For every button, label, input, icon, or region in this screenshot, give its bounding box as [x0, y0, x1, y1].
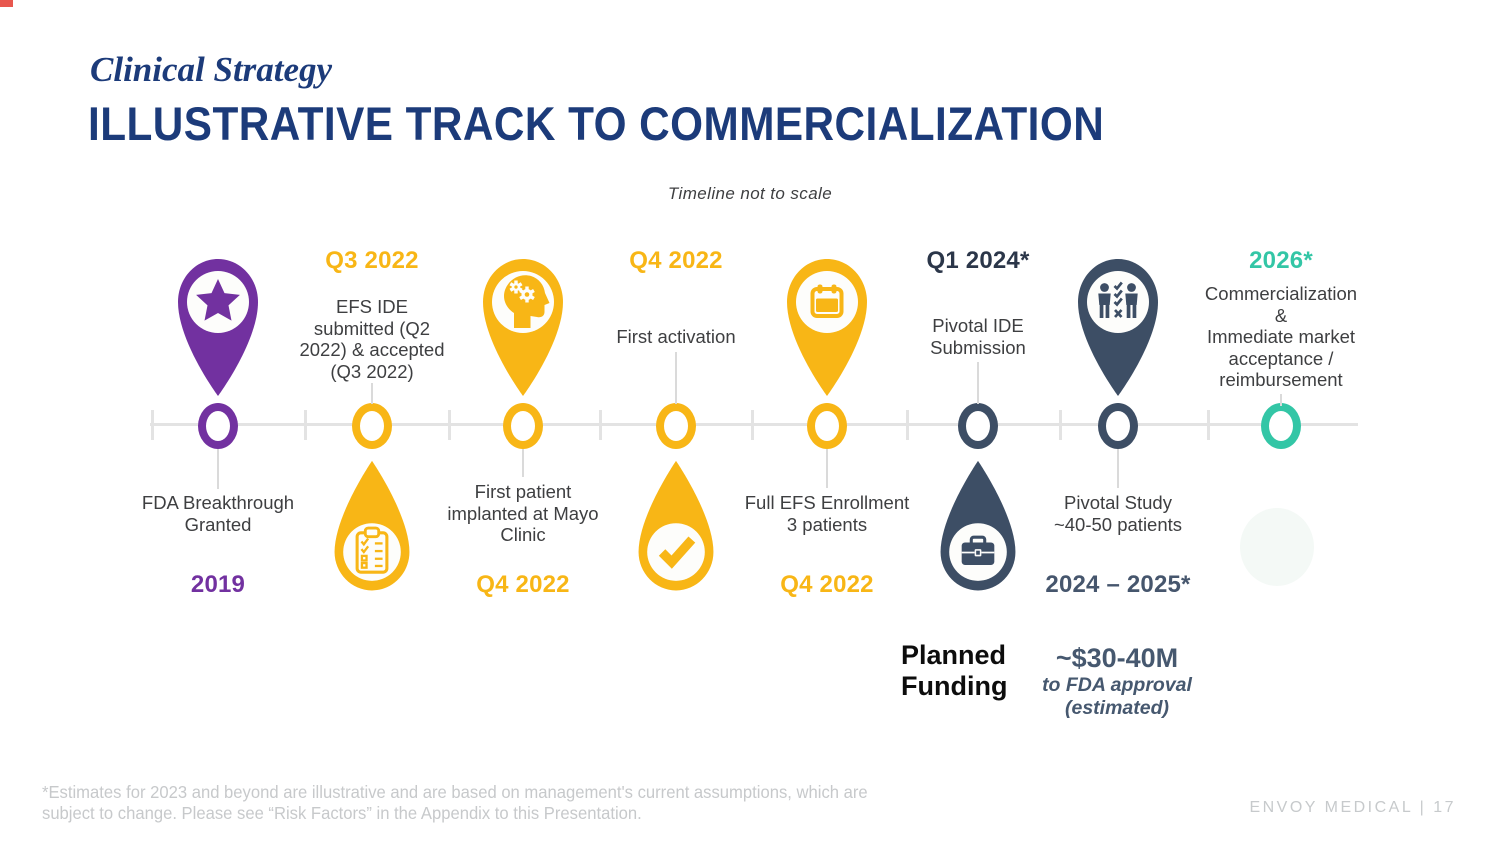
timeline-connector [977, 362, 979, 404]
timeline-connector [826, 449, 828, 488]
timeline-axis [150, 423, 1358, 426]
timeline-scale-note: Timeline not to scale [667, 184, 833, 203]
timeline-connector [217, 449, 219, 489]
timeline-node [1261, 403, 1301, 449]
planned-funding-label: Planned Funding [901, 640, 1008, 701]
milestone-desc: First patient implanted at Mayo Clinic [447, 481, 599, 545]
footer-page-label: ENVOY MEDICAL | 17 [1249, 799, 1456, 816]
milestone-date: Q4 2022 [780, 571, 874, 598]
timeline-node [958, 403, 998, 449]
milestone-desc: Pivotal IDE Submission [930, 315, 1026, 358]
timeline-tick [750, 410, 754, 440]
checkmark-icon [638, 460, 714, 591]
timeline-tick [1058, 410, 1062, 440]
timeline-node [198, 403, 238, 449]
watermark-circle [1240, 508, 1314, 586]
slide-eyebrow: Clinical Strategy [90, 50, 333, 89]
milestone-desc: Commercialization & Immediate market acc… [1204, 283, 1358, 390]
timeline-node [503, 403, 543, 449]
briefcase-icon [940, 460, 1016, 591]
timeline-connector [1280, 394, 1282, 406]
timeline-tick [1206, 410, 1210, 440]
milestone-desc: EFS IDE submitted (Q2 2022) & accepted (… [299, 296, 445, 382]
milestone-desc: Full EFS Enrollment 3 patients [744, 492, 910, 535]
milestone-date: Q1 2024* [926, 247, 1030, 274]
timeline-tick [303, 410, 307, 440]
milestone-date: 2024 – 2025* [1045, 571, 1191, 598]
milestone-date: 2019 [190, 571, 246, 598]
funding-amount: ~$30-40M [1055, 643, 1179, 673]
funding-note: to FDA approval (estimated) [1042, 674, 1192, 719]
teardrop-marker [324, 455, 420, 603]
timeline-tick [447, 410, 451, 440]
milestone-date: 2026* [1249, 247, 1313, 274]
milestone-desc: First activation [616, 326, 736, 347]
timeline-node [352, 403, 392, 449]
disclaimer-footnote: *Estimates for 2023 and beyond are illus… [42, 782, 868, 823]
timeline-tick [598, 410, 602, 440]
teardrop-marker [930, 455, 1026, 603]
people-checks-icon [1078, 259, 1158, 396]
milestone-date: Q4 2022 [629, 247, 723, 274]
map-pin-marker [471, 250, 575, 398]
timeline-connector [371, 383, 373, 404]
milestone-date: Q3 2022 [325, 247, 419, 274]
clipboard-checklist-icon [334, 460, 410, 591]
map-pin-marker [775, 250, 879, 398]
timeline-connector [1117, 449, 1119, 488]
timeline-connector [675, 352, 677, 404]
timeline-node [656, 403, 696, 449]
corner-accent-mark [0, 0, 13, 7]
milestone-date: Q4 2022 [476, 571, 570, 598]
timeline-tick [905, 410, 909, 440]
milestone-desc: FDA Breakthrough Granted [141, 492, 295, 535]
timeline-node [807, 403, 847, 449]
timeline-node [1098, 403, 1138, 449]
map-pin-marker [1066, 250, 1170, 398]
star-icon [178, 259, 258, 396]
timeline-connector [522, 449, 524, 477]
page-title: ILLUSTRATIVE TRACK TO COMMERCIALIZATION [88, 97, 1105, 150]
milestone-desc: Pivotal Study ~40-50 patients [1053, 492, 1183, 535]
head-gears-icon [483, 259, 563, 396]
map-pin-marker [166, 250, 270, 398]
calendar-icon [787, 259, 867, 396]
teardrop-marker [628, 455, 724, 603]
timeline-tick [150, 410, 154, 440]
